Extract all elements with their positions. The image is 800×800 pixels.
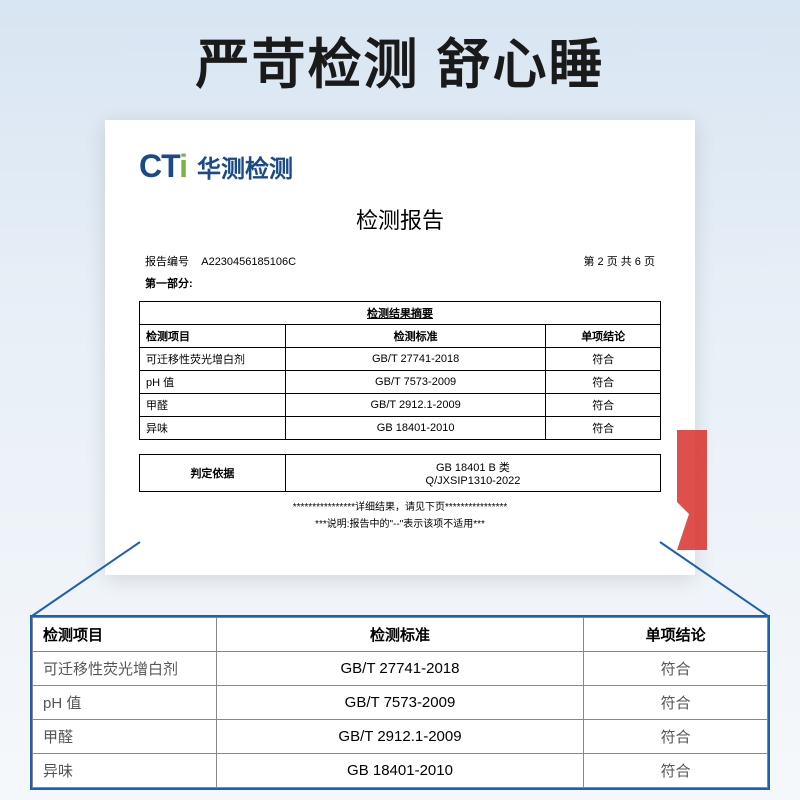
logo-letter-c: C xyxy=(139,148,161,184)
cell-item: 可迁移性荧光增白剂 xyxy=(140,348,286,371)
zoom-cell-result: 符合 xyxy=(584,652,768,686)
zoom-table-row: 异味 GB 18401-2010 符合 xyxy=(33,754,768,788)
zoom-cell-item: 可迁移性荧光增白剂 xyxy=(33,652,217,686)
basis-table: 判定依据 GB 18401 B 类 Q/JXSIP1310-2022 xyxy=(139,454,661,492)
summary-caption: 检测结果摘要 xyxy=(140,302,661,325)
note-line-1: ****************详细结果，请见下页***************… xyxy=(139,500,661,515)
basis-label: 判定依据 xyxy=(140,455,286,492)
col-header-standard: 检测标准 xyxy=(285,325,546,348)
cell-standard: GB/T 2912.1-2009 xyxy=(285,394,546,417)
report-meta-row: 报告编号 A2230456185106C 第 2 页 共 6 页 xyxy=(139,253,661,269)
logo-letter-i: i xyxy=(179,148,187,184)
zoom-cell-result: 符合 xyxy=(584,686,768,720)
note-line-2: ***说明:报告中的"--"表示该项不适用*** xyxy=(139,517,661,532)
table-row: 甲醛 GB/T 2912.1-2009 符合 xyxy=(140,394,661,417)
page-info: 第 2 页 共 6 页 xyxy=(583,253,655,269)
table-row: 异味 GB 18401-2010 符合 xyxy=(140,417,661,440)
zoom-cell-item: 甲醛 xyxy=(33,720,217,754)
zoom-cell-result: 符合 xyxy=(584,754,768,788)
logo-row: CTi 华测检测 xyxy=(139,148,661,185)
logo-cn-text: 华测检测 xyxy=(197,149,293,184)
cell-item: pH 值 xyxy=(140,371,286,394)
cell-item: 异味 xyxy=(140,417,286,440)
section-label: 第一部分: xyxy=(139,275,661,291)
report-number-value: A2230456185106C xyxy=(201,256,296,268)
table-row: pH 值 GB/T 7573-2009 符合 xyxy=(140,371,661,394)
zoom-cell-item: 异味 xyxy=(33,754,217,788)
zoom-col-header-result: 单项结论 xyxy=(584,618,768,652)
report-number: 报告编号 A2230456185106C xyxy=(145,253,296,269)
report-number-label: 报告编号 xyxy=(145,256,189,268)
zoom-callout: 检测项目 检测标准 单项结论 可迁移性荧光增白剂 GB/T 27741-2018… xyxy=(30,615,770,790)
zoom-col-header-item: 检测项目 xyxy=(33,618,217,652)
zoom-cell-item: pH 值 xyxy=(33,686,217,720)
cell-standard: GB 18401-2010 xyxy=(285,417,546,440)
zoom-table-row: 可迁移性荧光增白剂 GB/T 27741-2018 符合 xyxy=(33,652,768,686)
zoom-cell-standard: GB/T 2912.1-2009 xyxy=(216,720,584,754)
basis-value: GB 18401 B 类 Q/JXSIP1310-2022 xyxy=(285,455,660,492)
zoom-table: 检测项目 检测标准 单项结论 可迁移性荧光增白剂 GB/T 27741-2018… xyxy=(32,617,768,788)
report-document: CTi 华测检测 检测报告 报告编号 A2230456185106C 第 2 页… xyxy=(105,120,695,575)
col-header-item: 检测项目 xyxy=(140,325,286,348)
headline: 严苛检测 舒心睡 xyxy=(0,20,800,99)
zoom-cell-result: 符合 xyxy=(584,720,768,754)
cell-item: 甲醛 xyxy=(140,394,286,417)
cell-result: 符合 xyxy=(546,348,661,371)
zoom-cell-standard: GB 18401-2010 xyxy=(216,754,584,788)
zoom-table-row: pH 值 GB/T 7573-2009 符合 xyxy=(33,686,768,720)
zoom-cell-standard: GB/T 7573-2009 xyxy=(216,686,584,720)
zoom-cell-standard: GB/T 27741-2018 xyxy=(216,652,584,686)
stamp-icon xyxy=(677,430,707,550)
cell-standard: GB/T 27741-2018 xyxy=(285,348,546,371)
logo-cti: CTi xyxy=(139,148,187,185)
cell-result: 符合 xyxy=(546,371,661,394)
zoom-col-header-standard: 检测标准 xyxy=(216,618,584,652)
report-title: 检测报告 xyxy=(139,203,661,235)
col-header-result: 单项结论 xyxy=(546,325,661,348)
logo-letter-t: T xyxy=(161,148,179,184)
table-row: 可迁移性荧光增白剂 GB/T 27741-2018 符合 xyxy=(140,348,661,371)
basis-value-2: Q/JXSIP1310-2022 xyxy=(292,475,654,487)
basis-value-1: GB 18401 B 类 xyxy=(292,459,654,475)
summary-table: 检测结果摘要 检测项目 检测标准 单项结论 可迁移性荧光增白剂 GB/T 277… xyxy=(139,301,661,440)
cell-result: 符合 xyxy=(546,394,661,417)
cell-result: 符合 xyxy=(546,417,661,440)
zoom-table-row: 甲醛 GB/T 2912.1-2009 符合 xyxy=(33,720,768,754)
cell-standard: GB/T 7573-2009 xyxy=(285,371,546,394)
